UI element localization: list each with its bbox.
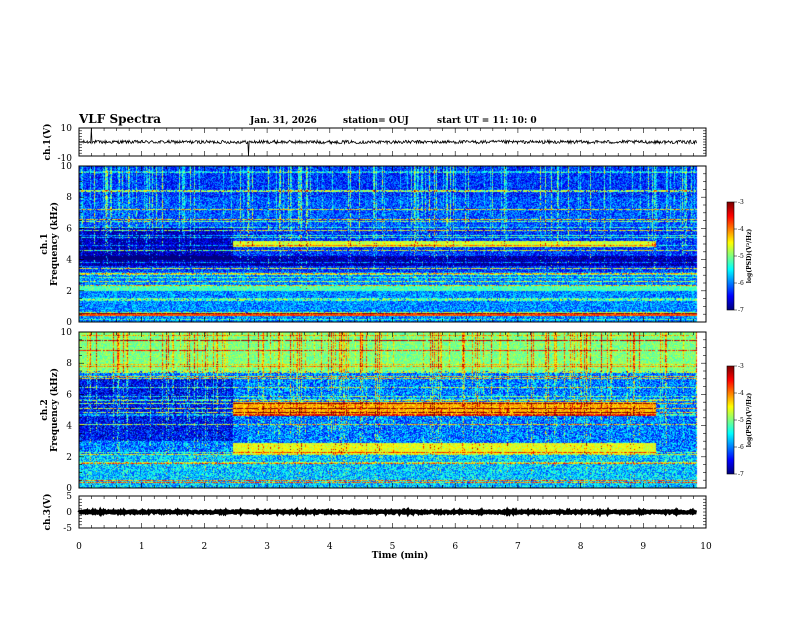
ch1-colorbar-label: log(PSD)(V²/Hz) <box>746 229 753 284</box>
chart-title: VLF Spectra <box>78 112 161 126</box>
freq-tick-label: 0 <box>66 318 72 328</box>
colorbar-tick-label: -6 <box>738 280 744 287</box>
colorbar-tick-label: -4 <box>738 226 744 233</box>
freq-tick-label: 8 <box>66 193 72 203</box>
x-tick-label: 3 <box>264 542 270 552</box>
station-label: station= OUJ <box>343 116 409 126</box>
ch1-ytick-bottom: -10 <box>58 154 73 164</box>
ch1-ytick-top: 10 <box>61 124 73 134</box>
ch3-wave-ylabel: ch.3(V) <box>42 494 53 531</box>
x-tick-label: 0 <box>76 542 82 552</box>
colorbar-tick-label: -3 <box>738 363 744 370</box>
ch1-spec-ylabel-frequency: Frequency (kHz) <box>49 202 60 286</box>
x-tick-label: 10 <box>700 542 712 552</box>
colorbar-tick-label: -5 <box>738 253 744 260</box>
ch3-waveform-panel: 5 0 -5 ch.3(V) <box>42 492 707 534</box>
ch3-ytick-mid: 0 <box>66 508 72 518</box>
x-tick-label: 6 <box>452 542 458 552</box>
colorbar-tick-label: -5 <box>738 417 744 424</box>
x-axis-label: Time (min) <box>372 550 429 561</box>
freq-tick-label: 8 <box>66 359 72 369</box>
ch2-spec-ylabel-frequency: Frequency (kHz) <box>49 368 60 452</box>
ch2-spec-ylabel-channel: ch.2 <box>40 399 50 420</box>
ch3-ytick-top: 5 <box>66 492 72 502</box>
ch1-spec-ylabel-channel: ch.1 <box>40 233 50 254</box>
colorbar-tick-label: -7 <box>738 307 744 314</box>
waveform-line <box>78 127 697 157</box>
start-time-label: start UT = 11: 10: 0 <box>437 116 537 126</box>
x-tick-label: 1 <box>139 542 145 552</box>
freq-tick-label: 2 <box>66 287 72 297</box>
ch1-wave-ylabel: ch.1(V) <box>42 124 53 161</box>
colorbar-tick-label: -7 <box>738 471 744 478</box>
x-tick-label: 8 <box>578 542 584 552</box>
ch2-colorbar-label: log(PSD)(V²/Hz) <box>746 393 753 448</box>
freq-tick-label: 4 <box>66 256 72 266</box>
colorbar-tick-label: -6 <box>738 444 744 451</box>
freq-tick-label: 6 <box>66 390 72 400</box>
x-tick-label: 5 <box>390 542 396 552</box>
waveform-line <box>77 506 698 518</box>
freq-tick-label: 0 <box>66 484 72 494</box>
freq-tick-label: 2 <box>66 453 72 463</box>
freq-tick-label: 6 <box>66 224 72 234</box>
x-tick-label: 4 <box>327 542 333 552</box>
x-tick-label: 2 <box>202 542 208 552</box>
x-tick-label: 7 <box>515 542 521 552</box>
freq-tick-label: 10 <box>61 328 73 338</box>
colorbar-tick-label: -4 <box>738 390 744 397</box>
colorbar-tick-label: -3 <box>738 199 744 206</box>
ch3-ytick-bottom: -5 <box>63 524 72 534</box>
freq-tick-label: 4 <box>66 422 72 432</box>
x-tick-label: 9 <box>640 542 646 552</box>
date-label: Jan. 31, 2026 <box>249 116 317 126</box>
freq-tick-label: 10 <box>61 162 73 172</box>
